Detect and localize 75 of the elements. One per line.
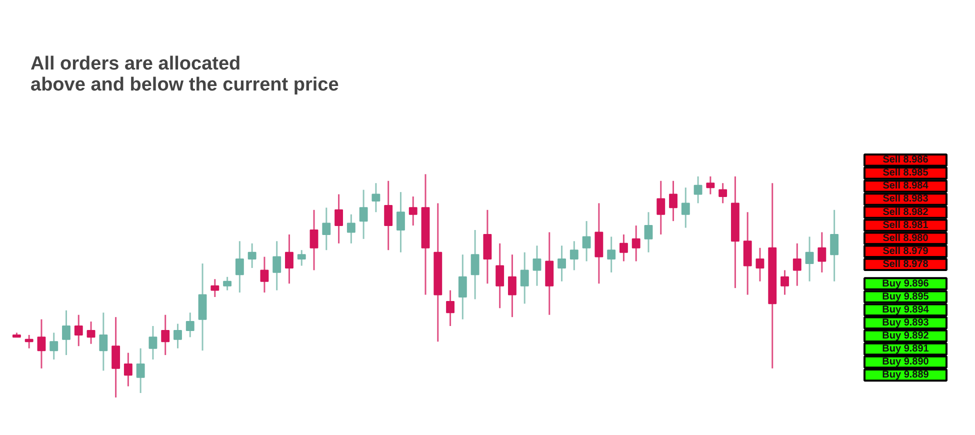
category-label: Buy 9.896 xyxy=(882,278,930,290)
candlestick xyxy=(310,209,318,271)
candlestick xyxy=(285,234,294,284)
candlestick xyxy=(359,189,368,240)
candlestick xyxy=(223,276,232,292)
candlestick xyxy=(235,240,244,294)
category-label: Buy 9.891 xyxy=(882,343,930,354)
candlestick xyxy=(706,176,715,196)
candlestick xyxy=(384,180,393,251)
candlestick xyxy=(694,176,702,204)
candlestick xyxy=(372,182,380,213)
category-label: Sell 8.980 xyxy=(882,232,929,244)
candlestick xyxy=(408,196,418,226)
candlestick xyxy=(508,254,516,318)
candlestick xyxy=(805,236,814,282)
candlestick xyxy=(86,320,96,345)
category-label: Buy 9.894 xyxy=(882,304,930,316)
candlestick xyxy=(496,242,504,309)
category-label: Buy 9.895 xyxy=(882,291,930,302)
category-label: Buy 9.889 xyxy=(882,370,930,381)
candlestick xyxy=(124,352,132,388)
candlestick xyxy=(644,211,653,254)
category-label: Sell 8.979 xyxy=(882,246,929,257)
candlestick xyxy=(669,180,678,222)
candlestick xyxy=(272,240,282,292)
candlestick xyxy=(582,220,591,262)
candlestick xyxy=(718,182,728,204)
candlestick xyxy=(818,231,826,274)
candlestick xyxy=(396,191,405,254)
candlestick xyxy=(50,332,58,360)
chart-title: All orders are allocated above and below the current price xyxy=(30,54,339,96)
candlestick xyxy=(780,269,789,296)
candlestick xyxy=(161,314,170,356)
candlestick xyxy=(322,206,331,251)
candlestick xyxy=(37,318,46,370)
candlestick xyxy=(681,186,690,229)
category-label: Sell 8.982 xyxy=(882,206,929,218)
candlestick xyxy=(346,214,356,244)
candlestick xyxy=(334,194,343,244)
candlestick xyxy=(756,247,764,282)
candlestick xyxy=(136,348,145,394)
candlestick xyxy=(520,252,529,304)
candlestick xyxy=(24,334,34,350)
candlestick xyxy=(148,325,158,360)
category-label: Sell 8.978 xyxy=(882,258,929,270)
candlestick xyxy=(656,180,666,236)
category-label: Sell 8.986 xyxy=(882,154,929,166)
candlestick xyxy=(210,278,220,298)
candlestick xyxy=(74,314,83,347)
category-label: Sell 8.985 xyxy=(882,168,929,179)
candlestick xyxy=(260,256,269,294)
candlestick xyxy=(830,209,839,282)
category-label: Buy 9.890 xyxy=(882,356,930,368)
candlestick xyxy=(458,254,467,320)
category-label: Sell 8.983 xyxy=(882,194,929,205)
candlestick xyxy=(619,234,628,262)
candlestick xyxy=(99,312,108,372)
candlestick xyxy=(174,323,182,350)
candlestick xyxy=(558,244,566,282)
candlestick xyxy=(632,224,640,262)
candlestick xyxy=(186,312,194,338)
candlestick xyxy=(607,236,616,274)
candlestick xyxy=(248,242,256,269)
category-label: Buy 9.892 xyxy=(882,330,930,342)
category-label: Buy 9.893 xyxy=(882,317,930,328)
candlestick xyxy=(570,240,578,271)
candlestick xyxy=(470,229,480,300)
category-label: Sell 8.981 xyxy=(882,220,929,231)
candlestick xyxy=(112,316,120,398)
candlestick xyxy=(532,244,542,287)
category-label: Sell 8.984 xyxy=(882,180,929,192)
candlestick xyxy=(297,249,306,266)
candlestick xyxy=(62,310,70,356)
candlestick xyxy=(792,242,802,287)
candlestick xyxy=(446,290,454,327)
